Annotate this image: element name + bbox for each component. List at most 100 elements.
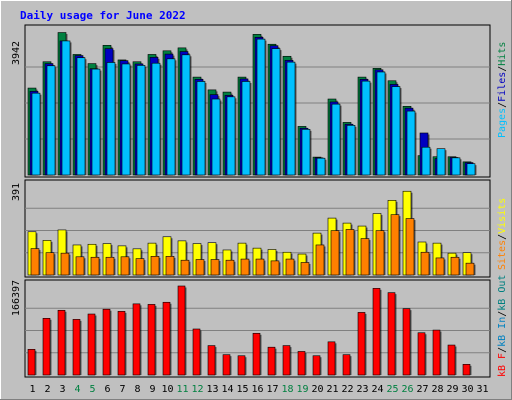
bar-kb-f-day-2 xyxy=(42,318,51,376)
x-label-day-2: 2 xyxy=(44,384,50,395)
bar-sites-day-17 xyxy=(270,260,280,276)
bar-kb-f-day-15 xyxy=(237,355,246,376)
legend-sep-4: / xyxy=(497,347,508,353)
bar-pages-day-11 xyxy=(181,54,191,176)
bar-pages-day-28 xyxy=(436,148,446,176)
bar-pages-day-25 xyxy=(391,86,401,176)
x-axis-labels: 1 2 3 4 5 6 7 8 9 10 11 12 13 14 15 16 17 18 19 20 21 22 23 24 2… xyxy=(29,384,488,395)
bar-pages-day-19 xyxy=(301,129,311,176)
x-label-day-21: 21 xyxy=(326,384,338,395)
x-label-day-23: 23 xyxy=(356,384,368,395)
bar-pages-day-27 xyxy=(421,146,431,176)
chart-title: Daily usage for June 2022 xyxy=(20,9,186,22)
x-label-day-8: 8 xyxy=(134,384,140,395)
bar-kb-f-day-27 xyxy=(417,332,426,376)
bar-pages-day-26 xyxy=(406,110,416,176)
legend-visits: Visits xyxy=(497,198,508,234)
bar-kb-f-day-13 xyxy=(207,345,216,376)
bar-kb-f-day-1 xyxy=(27,349,36,376)
bar-kb-f-day-3 xyxy=(57,309,66,376)
bar-kb-f-day-20 xyxy=(312,355,321,376)
x-label-day-17: 17 xyxy=(266,384,278,395)
bar-pages-day-1 xyxy=(31,92,41,176)
bar-sites-day-30 xyxy=(465,262,475,276)
x-label-day-29: 29 xyxy=(446,384,458,395)
bar-pages-day-17 xyxy=(271,48,281,176)
mid-max-label: 391 xyxy=(11,183,22,201)
x-label-day-5: 5 xyxy=(89,384,95,395)
top-max-label: 3942 xyxy=(11,41,22,65)
bar-kb-f-day-16 xyxy=(252,332,261,376)
legend-sites: Sites xyxy=(497,240,508,270)
bar-sites-day-29 xyxy=(450,256,460,276)
bar-kb-f-day-29 xyxy=(447,344,456,376)
bar-kb-f-day-23 xyxy=(357,312,366,376)
bar-kb-f-day-4 xyxy=(72,319,81,376)
bar-sites-day-23 xyxy=(360,238,370,276)
x-label-day-24: 24 xyxy=(371,384,383,395)
bar-sites-day-25 xyxy=(390,214,400,276)
bar-pages-day-13 xyxy=(211,98,221,176)
bar-kb-f-day-26 xyxy=(402,308,411,376)
bar-pages-day-15 xyxy=(241,81,251,176)
bar-kb-f-day-28 xyxy=(432,329,441,376)
bar-sites-day-14 xyxy=(225,259,235,276)
bar-pages-day-14 xyxy=(226,96,236,176)
bar-kb-f-day-9 xyxy=(147,304,156,376)
bar-kb-f-day-24 xyxy=(372,288,381,376)
bar-pages-day-7 xyxy=(121,63,131,176)
bar-sites-day-6 xyxy=(105,256,115,276)
x-label-day-20: 20 xyxy=(311,384,323,395)
x-label-day-16: 16 xyxy=(251,384,263,395)
x-label-day-12: 12 xyxy=(191,384,203,395)
legend-files: Files xyxy=(497,72,508,102)
panel-kb xyxy=(24,279,491,378)
bar-pages-day-9 xyxy=(151,62,161,176)
x-label-day-7: 7 xyxy=(119,384,125,395)
legend-sep-1: / xyxy=(497,102,508,108)
x-label-day-18: 18 xyxy=(281,384,293,395)
legend-pages: Pages xyxy=(497,108,508,138)
bar-pages-day-23 xyxy=(361,80,371,176)
bot-max-label: 166397 xyxy=(11,280,22,316)
x-label-day-14: 14 xyxy=(221,384,233,395)
bar-sites-day-11 xyxy=(180,259,190,276)
bar-kb-f-day-19 xyxy=(297,351,306,376)
bar-pages-day-16 xyxy=(256,38,266,176)
mid-legend: Sites/Visits xyxy=(497,198,508,270)
x-label-day-10: 10 xyxy=(161,384,173,395)
bar-sites-day-10 xyxy=(165,256,175,276)
bar-pages-day-6 xyxy=(106,62,116,176)
x-label-day-4: 4 xyxy=(74,384,80,395)
bar-kb-f-day-14 xyxy=(222,354,231,376)
legend-kbin: kB In xyxy=(497,317,508,347)
bar-kb-f-day-21 xyxy=(327,341,336,376)
x-label-day-3: 3 xyxy=(59,384,65,395)
bar-sites-day-16 xyxy=(255,258,265,276)
x-label-day-11: 11 xyxy=(176,384,188,395)
bar-pages-day-18 xyxy=(286,61,296,176)
top-legend: Pages/Files/Hits xyxy=(497,42,508,138)
bar-pages-day-21 xyxy=(331,103,341,176)
legend-sep-2: / xyxy=(497,66,508,72)
bar-kb-f-day-10 xyxy=(162,301,171,376)
bot-legend: kB F/kB In/kB Out xyxy=(497,275,508,377)
x-label-day-6: 6 xyxy=(104,384,110,395)
bar-kb-f-day-22 xyxy=(342,354,351,376)
bar-pages-day-20 xyxy=(316,157,326,176)
bar-sites-day-13 xyxy=(210,259,220,276)
bar-sites-day-21 xyxy=(330,230,340,276)
bar-sites-day-27 xyxy=(420,251,430,276)
bar-sites-day-8 xyxy=(135,258,145,276)
bar-sites-day-1 xyxy=(30,248,40,276)
bar-kb-f-day-25 xyxy=(387,292,396,376)
x-label-day-26: 26 xyxy=(401,384,413,395)
bar-kb-f-day-6 xyxy=(102,308,111,376)
bar-sites-day-22 xyxy=(345,229,355,276)
bar-kb-f-day-7 xyxy=(117,311,126,376)
x-label-day-15: 15 xyxy=(236,384,248,395)
x-label-day-13: 13 xyxy=(206,384,218,395)
bar-kb-f-day-8 xyxy=(132,303,141,376)
bar-pages-day-4 xyxy=(76,57,86,176)
